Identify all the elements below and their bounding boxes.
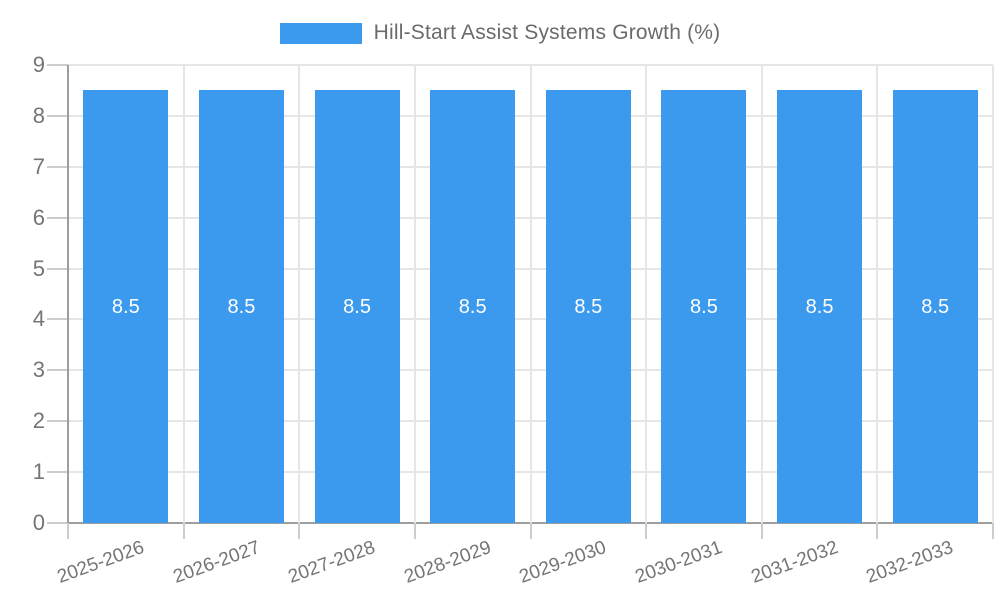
y-tick-mark — [47, 369, 68, 372]
x-tick-mark — [67, 523, 69, 539]
y-tick-label: 2 — [32, 408, 45, 434]
y-tick-mark — [47, 420, 68, 423]
gridline-x — [760, 65, 763, 523]
x-axis-label: 2025-2026 — [54, 537, 147, 588]
gridline-x — [182, 65, 185, 523]
gridline-x — [992, 65, 994, 523]
x-axis-label: 2031-2032 — [748, 537, 841, 588]
x-axis-label: 2027-2028 — [285, 537, 379, 588]
gridline-x — [876, 65, 879, 523]
x-tick-mark — [760, 523, 763, 539]
bar[interactable] — [545, 90, 631, 523]
y-tick-mark — [47, 522, 68, 524]
x-axis-label: 2030-2031 — [632, 537, 726, 588]
y-tick-mark — [47, 165, 68, 168]
legend: Hill-Start Assist Systems Growth (%) — [0, 21, 1000, 45]
y-axis-line — [67, 65, 69, 523]
bar[interactable] — [83, 90, 169, 523]
y-tick-mark — [47, 64, 68, 66]
y-tick-label: 1 — [32, 459, 45, 485]
y-tick-label: 9 — [32, 52, 45, 77]
x-tick-mark — [529, 523, 532, 539]
x-axis-label: 2028-2029 — [401, 537, 494, 588]
x-axis-label: 2029-2030 — [516, 537, 610, 588]
y-tick-label: 6 — [32, 204, 45, 230]
bar[interactable] — [430, 90, 516, 523]
bar[interactable] — [892, 90, 978, 523]
y-tick-label: 3 — [32, 357, 45, 383]
bar[interactable] — [198, 90, 284, 523]
x-axis-label: 2026-2027 — [170, 537, 263, 588]
y-tick-label: 7 — [32, 153, 45, 179]
y-tick-mark — [47, 114, 68, 117]
x-tick-mark — [876, 523, 879, 539]
bar-value-label: 8.5 — [574, 295, 603, 318]
y-tick-mark — [47, 267, 68, 270]
bar-value-label: 8.5 — [921, 295, 950, 318]
bar-value-label: 8.5 — [227, 295, 256, 318]
legend-swatch[interactable] — [279, 22, 362, 44]
bar[interactable] — [661, 90, 747, 523]
y-tick-label: 0 — [32, 510, 45, 535]
x-tick-mark — [645, 523, 648, 539]
gridline-x — [529, 65, 532, 523]
gridline-x — [645, 65, 648, 523]
y-tick-label: 5 — [32, 255, 45, 281]
x-tick-mark — [182, 523, 185, 539]
gridline-x — [298, 65, 301, 523]
y-tick-mark — [47, 216, 68, 219]
x-tick-mark — [413, 523, 416, 539]
x-tick-mark — [298, 523, 301, 539]
gridline-x — [413, 65, 416, 523]
bar[interactable] — [314, 90, 400, 523]
bar-value-label: 8.5 — [111, 295, 140, 318]
legend-label: Hill-Start Assist Systems Growth (%) — [373, 21, 721, 44]
bar-value-label: 8.5 — [343, 295, 371, 318]
y-tick-label: 4 — [32, 306, 45, 332]
bar[interactable] — [777, 90, 863, 523]
bar-value-label: 8.5 — [458, 295, 487, 318]
x-tick-mark — [992, 523, 994, 539]
bar-value-label: 8.5 — [805, 295, 834, 318]
bar-value-label: 8.5 — [690, 295, 718, 318]
x-axis-label: 2032-2033 — [863, 537, 957, 588]
y-tick-mark — [47, 318, 68, 321]
y-tick-mark — [47, 471, 68, 474]
y-tick-label: 8 — [32, 102, 45, 128]
